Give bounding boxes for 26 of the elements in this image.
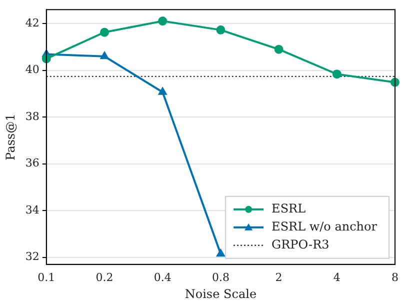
x-tick-label: 0.4 bbox=[154, 270, 172, 284]
y-tick-label: 32 bbox=[25, 250, 40, 264]
point bbox=[100, 28, 109, 37]
y-tick-label: 42 bbox=[25, 16, 40, 30]
x-tick-label: 4 bbox=[333, 270, 340, 284]
point bbox=[216, 25, 226, 34]
y-tick-label: 34 bbox=[25, 203, 40, 216]
point bbox=[158, 88, 167, 95]
y-tick-label: 36 bbox=[25, 156, 40, 170]
legend-label: ESRL w/o anchor bbox=[272, 220, 378, 234]
y-tick-label: 38 bbox=[25, 110, 40, 123]
legend-label: ESRL bbox=[272, 202, 306, 216]
point bbox=[100, 52, 109, 60]
x-tick-label: 0.2 bbox=[96, 270, 114, 284]
x-axis-title: Noise Scale bbox=[184, 286, 257, 301]
point bbox=[274, 44, 284, 54]
x-tick-label: 0.1 bbox=[38, 270, 56, 284]
point bbox=[332, 70, 342, 79]
x-tick-label: 2 bbox=[275, 270, 282, 284]
point bbox=[158, 16, 168, 26]
x-tick-label: 8 bbox=[392, 270, 398, 284]
point bbox=[216, 249, 225, 257]
legend-label: GRPO-R3 bbox=[272, 238, 330, 252]
y-tick-label: 40 bbox=[25, 63, 40, 76]
x-tick-label: 0.8 bbox=[212, 270, 230, 284]
y-axis-title: Pass@1 bbox=[3, 114, 18, 160]
